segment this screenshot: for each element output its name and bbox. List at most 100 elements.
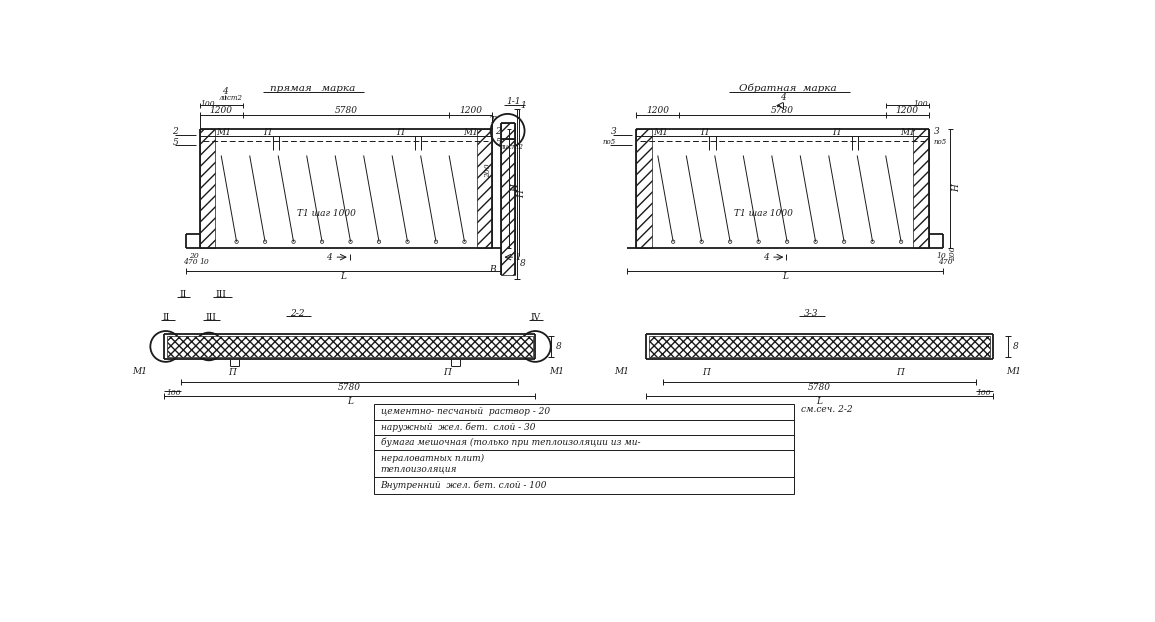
Text: цементно- песчаный  раствор - 20: цементно- песчаный раствор - 20: [381, 407, 550, 416]
Text: 10: 10: [200, 258, 209, 266]
Text: 100: 100: [914, 100, 929, 108]
Text: М1: М1: [653, 128, 668, 137]
Bar: [477, 129, 492, 248]
Text: П: П: [833, 128, 841, 137]
Text: М1: М1: [900, 128, 915, 137]
Text: 2-2: 2-2: [290, 309, 305, 318]
Text: П: П: [396, 128, 404, 137]
Text: М1: М1: [549, 366, 564, 376]
Text: L: L: [341, 272, 346, 281]
Text: М1: М1: [463, 128, 478, 137]
Text: L: L: [346, 397, 352, 406]
Circle shape: [463, 240, 467, 243]
Text: B: B: [489, 265, 495, 274]
Circle shape: [434, 240, 438, 243]
Text: П: П: [228, 368, 236, 377]
Bar: [500, 139, 514, 275]
Text: Т1 шаг 1000: Т1 шаг 1000: [297, 209, 356, 218]
Text: L: L: [782, 272, 788, 281]
Text: 3: 3: [933, 127, 939, 136]
Circle shape: [520, 331, 551, 362]
Text: II: II: [179, 290, 186, 299]
Text: 4: 4: [762, 253, 768, 262]
Bar: [166, 336, 534, 357]
Bar: [374, 404, 795, 493]
Text: М1: М1: [217, 128, 231, 137]
Bar: [648, 336, 990, 357]
Text: Т1 шаг 1000: Т1 шаг 1000: [733, 209, 792, 218]
Bar: [500, 123, 514, 139]
Circle shape: [378, 240, 381, 243]
Text: 3: 3: [611, 127, 616, 136]
Text: наружный  жел. бет.  слой - 30: наружный жел. бет. слой - 30: [381, 422, 535, 432]
Text: см.сеч. 2-2: см.сеч. 2-2: [802, 405, 854, 414]
Circle shape: [320, 240, 323, 243]
Text: прямая   марка: прямая марка: [270, 84, 356, 93]
Circle shape: [814, 240, 818, 243]
Text: L: L: [817, 397, 822, 406]
Text: 3-3: 3-3: [804, 309, 818, 318]
Text: П: П: [702, 368, 710, 377]
Bar: [914, 129, 929, 248]
Text: 2: 2: [172, 127, 178, 136]
Text: М1: М1: [1006, 366, 1021, 376]
Text: теплоизоляция: теплоизоляция: [381, 465, 457, 473]
Text: 2: 2: [495, 127, 501, 136]
Text: 1: 1: [521, 101, 527, 110]
Text: 1: 1: [515, 253, 521, 262]
Text: по5: по5: [933, 139, 947, 146]
Text: H: H: [952, 184, 961, 192]
Circle shape: [785, 240, 789, 243]
Text: П: П: [700, 128, 708, 137]
Text: H: H: [517, 190, 526, 198]
Circle shape: [150, 331, 181, 362]
Text: 200: 200: [949, 247, 957, 261]
Text: П: П: [442, 368, 450, 377]
Text: Внутренний  жел. бет. слой - 100: Внутренний жел. бет. слой - 100: [381, 480, 547, 490]
Text: 10: 10: [937, 251, 946, 259]
Text: 1-1: 1-1: [507, 97, 521, 106]
Circle shape: [292, 240, 296, 243]
Text: 5: 5: [172, 138, 178, 147]
Circle shape: [405, 240, 409, 243]
Circle shape: [757, 240, 760, 243]
Bar: [200, 129, 215, 248]
Circle shape: [349, 240, 352, 243]
Text: лист2: лист2: [500, 143, 524, 151]
Text: 20: 20: [188, 251, 199, 259]
Text: 4: 4: [780, 93, 785, 102]
Text: 4: 4: [326, 253, 331, 262]
Text: бумага мешочная (только при теплоизоляции из ми-: бумага мешочная (только при теплоизоляци…: [381, 438, 640, 447]
Text: 5780: 5780: [772, 106, 793, 114]
Text: T: T: [490, 116, 495, 126]
Text: нераловатных плит): нераловатных плит): [381, 453, 484, 463]
Text: 5780: 5780: [335, 106, 357, 114]
Text: 100: 100: [166, 389, 180, 397]
Text: 5780: 5780: [338, 383, 362, 392]
Text: 5: 5: [495, 138, 501, 147]
Circle shape: [700, 240, 703, 243]
Text: 1200: 1200: [210, 106, 232, 114]
Circle shape: [491, 114, 524, 148]
Text: III: III: [216, 290, 226, 299]
Text: 200: 200: [484, 164, 492, 178]
Text: III: III: [204, 313, 216, 322]
Text: 1200: 1200: [647, 106, 669, 114]
Text: H: H: [511, 184, 520, 192]
Text: 8: 8: [556, 342, 561, 351]
Circle shape: [263, 240, 267, 243]
Text: 100: 100: [976, 389, 991, 397]
Circle shape: [671, 240, 675, 243]
Text: М1: М1: [133, 366, 148, 376]
Circle shape: [871, 240, 874, 243]
Circle shape: [195, 333, 223, 360]
Text: Обратная  марка: Обратная марка: [739, 84, 836, 93]
Circle shape: [729, 240, 732, 243]
Circle shape: [234, 240, 238, 243]
Text: 100: 100: [200, 100, 215, 108]
Text: 4: 4: [222, 87, 228, 96]
Text: лист2: лист2: [219, 94, 244, 102]
Circle shape: [842, 240, 845, 243]
Circle shape: [900, 240, 903, 243]
Text: IV: IV: [530, 313, 541, 322]
